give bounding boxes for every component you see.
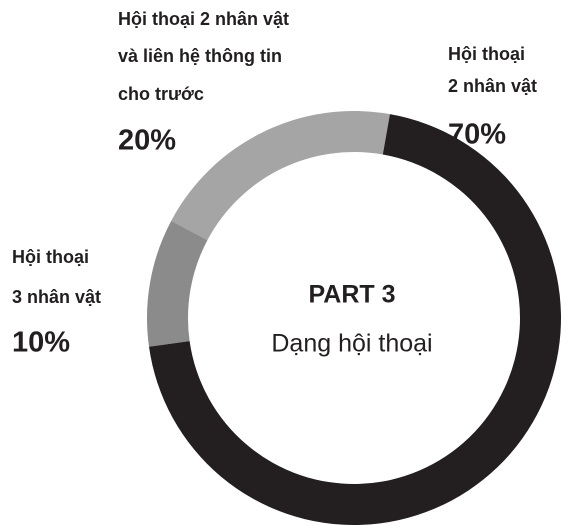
segment-label: cho trước — [118, 84, 204, 104]
segment-label: 2 nhân vật — [448, 76, 537, 96]
value-label: 20% — [118, 125, 176, 157]
segment-label: 3 nhân vật — [12, 287, 101, 307]
segment-label: và liên hệ thông tin — [118, 46, 282, 66]
chart-title: PART 3 — [308, 281, 395, 309]
value-label: 70% — [448, 119, 506, 151]
segment-label: Hội thoại — [448, 44, 525, 64]
value-label: 10% — [12, 327, 70, 359]
segment-label: Hội thoại 2 nhân vật — [118, 9, 289, 29]
donut-segment — [171, 111, 390, 241]
donut-segment — [147, 220, 208, 347]
segment-label: Hội thoại — [12, 247, 89, 267]
chart-subtitle: Dạng hội thoại — [271, 330, 432, 358]
